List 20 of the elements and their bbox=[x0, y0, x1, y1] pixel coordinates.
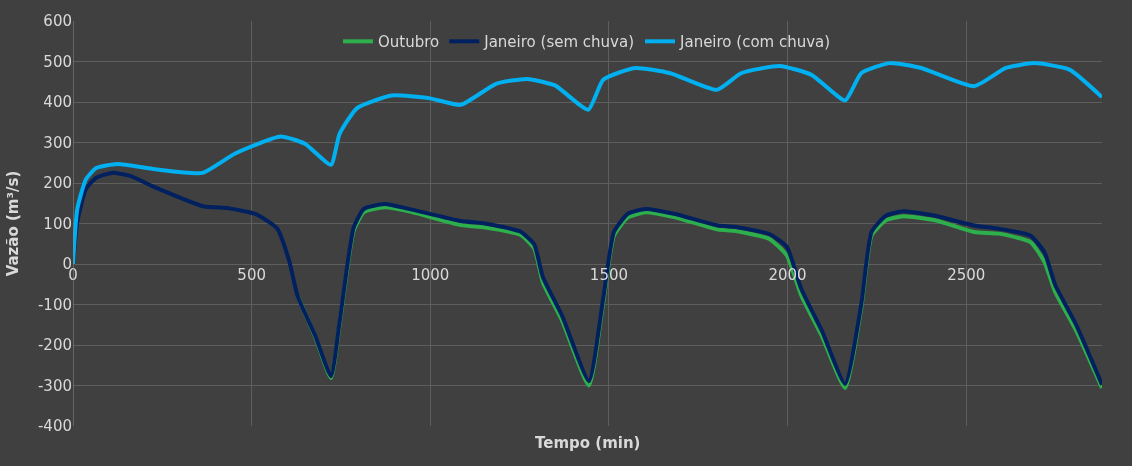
y-tick-label: -400 bbox=[37, 417, 72, 436]
y-tick-label: 200 bbox=[43, 174, 72, 193]
x-tick-label: 1500 bbox=[589, 266, 629, 284]
legend-label: Outubro bbox=[378, 33, 440, 52]
y-tick-label: -200 bbox=[37, 336, 72, 355]
y-tick-label: 100 bbox=[43, 214, 72, 233]
legend-label: Janeiro (com chuva) bbox=[679, 33, 831, 52]
x-tick-label: 2500 bbox=[947, 266, 986, 284]
x-axis-title: Tempo (min) bbox=[535, 434, 641, 452]
y-tick-label: 400 bbox=[43, 93, 72, 112]
legend-label: Janeiro (sem chuva) bbox=[483, 33, 635, 52]
x-tick-label: 1000 bbox=[411, 266, 450, 284]
y-tick-label: -100 bbox=[37, 295, 72, 314]
y-tick-label: 600 bbox=[43, 12, 72, 31]
y-tick-label: 500 bbox=[43, 52, 72, 71]
y-tick-label: 300 bbox=[43, 133, 72, 152]
y-axis-title: Vazão (m³/s) bbox=[4, 170, 23, 277]
y-tick-label: -300 bbox=[37, 376, 72, 395]
x-tick-label: 500 bbox=[237, 266, 266, 284]
line-series bbox=[73, 61, 1102, 266]
